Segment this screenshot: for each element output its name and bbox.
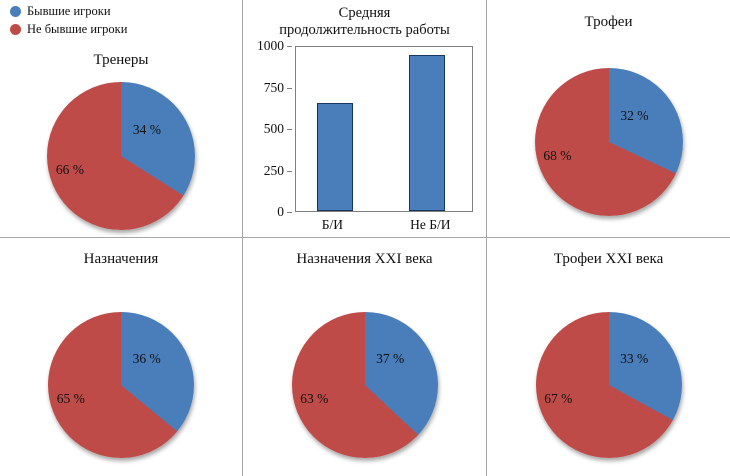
legend-label: Бывшие игроки [27, 4, 111, 18]
panel-appointments: Назначения 36 % 65 % [0, 238, 243, 476]
pie-label-red: 63 % [300, 390, 329, 406]
pie-trophies-21c: 33 % 67 % [535, 312, 682, 458]
pie-label-red: 68 % [543, 147, 572, 163]
x-tick-ne-bi: Не Б/И [410, 217, 451, 232]
legend-swatch-red [10, 24, 21, 35]
legend-item-not-former-players: Не бывшие игроки [10, 22, 127, 37]
legend: Бывшие игроки Не бывшие игроки [10, 4, 127, 40]
title-line-1: Средняя [338, 5, 391, 21]
chart-title-duration: Средняя продолжительность работы [243, 5, 486, 38]
chart-title-coaches: Тренеры [93, 52, 149, 68]
pie-label-blue: 34 % [132, 121, 161, 137]
bar-plot-area [295, 46, 473, 212]
pie-label-red: 65 % [56, 390, 85, 406]
chart-title-appointments: Назначения [83, 251, 159, 267]
bar-former-players [317, 102, 354, 211]
pie-label-blue: 36 % [132, 351, 161, 367]
panel-appointments-21c: Назначения XXI века 37 % 63 % [243, 238, 487, 476]
pie-trophies: 32 % 68 % [534, 68, 683, 216]
pie-chart [48, 312, 194, 458]
panel-coaches: Бывшие игроки Не бывшие игроки Тренеры 3… [0, 0, 243, 238]
chart-title-trophies: Трофеи [584, 14, 633, 30]
pie-label-red: 66 % [55, 161, 84, 177]
title-line-2: продолжительность работы [279, 21, 450, 38]
x-axis-labels: Б/И Не Б/И [295, 217, 473, 235]
pie-chart [47, 82, 195, 230]
panel-trophies-21c: Трофеи XXI века 33 % 67 % [487, 238, 730, 476]
pie-label-blue: 32 % [620, 107, 649, 123]
legend-item-former-players: Бывшие игроки [10, 4, 127, 19]
pie-label-blue: 33 % [620, 351, 649, 367]
pie-coaches: 34 % 66 % [47, 82, 195, 230]
pie-appointments-21c: 37 % 63 % [291, 312, 438, 458]
x-tick-bi: Б/И [321, 217, 343, 232]
panel-trophies: Трофеи 32 % 68 % [487, 0, 730, 238]
y-axis-labels: 1000 750 500 250 0 [257, 38, 293, 219]
legend-swatch-blue [10, 6, 21, 17]
bar-not-former-players [408, 55, 445, 211]
pie-appointments: 36 % 65 % [48, 312, 194, 458]
chart-title-trophies-21c: Трофеи XXI века [553, 251, 664, 267]
pie-chart [291, 312, 438, 458]
pie-label-blue: 37 % [376, 351, 405, 367]
panel-avg-duration: Средняя продолжительность работы 1000 75… [243, 0, 487, 238]
pie-chart [535, 312, 682, 458]
pie-label-red: 67 % [544, 390, 573, 406]
legend-label: Не бывшие игроки [27, 22, 128, 36]
pie-chart [534, 68, 683, 216]
chart-title-appointments-21c: Назначения XXI века [296, 251, 433, 267]
